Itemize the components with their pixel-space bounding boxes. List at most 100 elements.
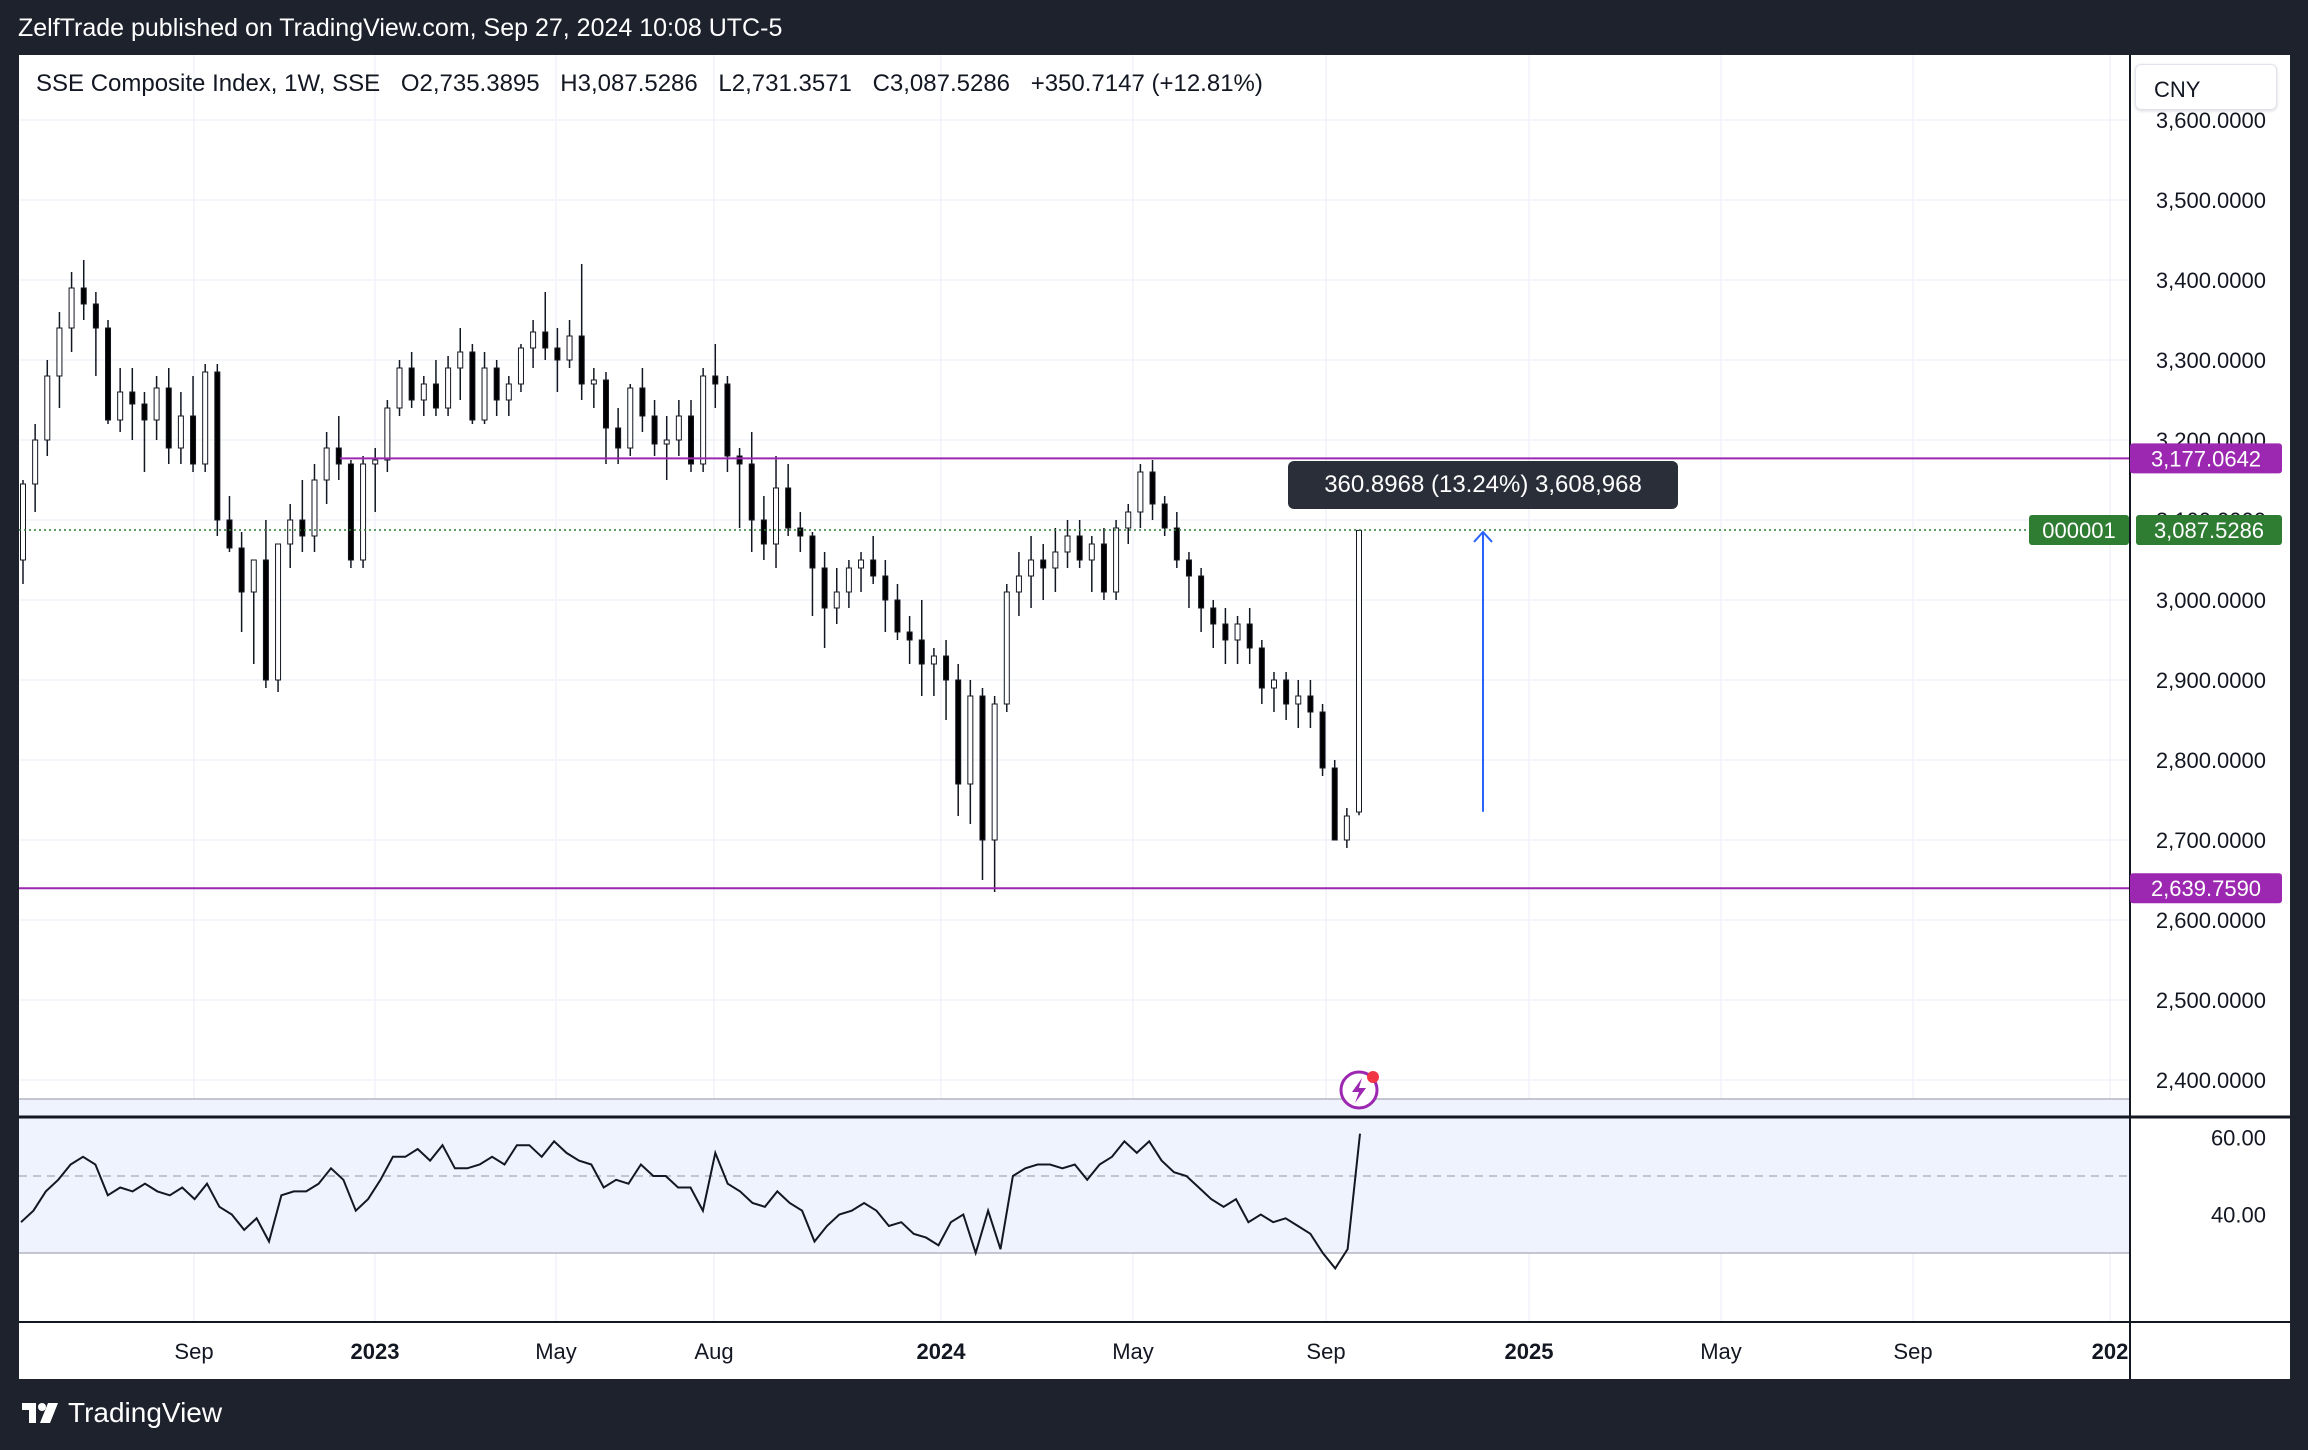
current-price-tag-bg [2136,514,2282,545]
candle-body [1137,471,1144,513]
candle-body [360,463,367,561]
candle-body [1076,535,1083,561]
candle-body [129,391,136,405]
resistance-price-tag: 3,177.0642 [2151,446,2261,471]
candle-body [1295,695,1302,705]
candle-body [92,303,99,329]
time-tick-label: May [535,1339,577,1364]
price-tick-label: 2,500.0000 [2156,988,2266,1013]
price-tick-label: 2,700.0000 [2156,828,2266,853]
candle-body [809,535,816,569]
candle-body [724,383,731,457]
candle-body [663,439,670,445]
candle-body [481,367,488,421]
price-tick-label: 3,600.0000 [2156,108,2266,133]
candle-body [299,519,306,537]
candle-body [821,567,828,609]
candle-body [432,383,439,409]
ohlc-high: H3,087.5286 [560,70,698,97]
candle-body [1234,623,1241,641]
time-tick-label: Sep [1893,1339,1932,1364]
candle-body [1088,543,1095,561]
candle-body [870,559,877,577]
price-tick-label: 2,400.0000 [2156,1068,2266,1093]
resistance-price-tag-bg [2130,443,2282,474]
symbol-name: SSE Composite Index, 1W, SSE [36,70,381,97]
candle-body [517,347,524,385]
candle-body [967,695,974,785]
time-tick-label: May [1700,1339,1742,1364]
candle-body [275,543,282,681]
candle-body [882,575,889,601]
candle-body [906,631,913,641]
candle-body [845,567,852,593]
candle-body [1185,559,1192,577]
candle-body [1210,607,1217,625]
candle-body [1052,551,1059,569]
candle-body [785,487,792,529]
candle-body [1270,679,1277,689]
candle-body [141,403,148,421]
time-tick-label: 202 [2092,1339,2129,1364]
candle-body [930,655,937,665]
tradingview-logo-icon [22,1403,58,1423]
candle-body [955,679,962,785]
horizontal-levels[interactable] [19,457,2130,890]
candle-body [1222,623,1229,641]
ohlc-close: C3,087.5286 [872,70,1011,97]
price-tick-label: 2,900.0000 [2156,668,2266,693]
lightning-icon [1352,1078,1366,1103]
candle-body [748,463,755,521]
candle-body [1003,591,1010,705]
currency-button[interactable]: CNY [2135,64,2277,110]
candle-body [190,415,197,465]
tradingview-logo[interactable]: TradingView [20,1397,222,1429]
notification-dot-icon [1367,1071,1379,1083]
rsi-line [20,1133,1361,1271]
pane-separators [19,55,2290,1379]
candle-body [858,559,865,569]
candle-body [979,695,986,841]
candle-body [1149,471,1156,505]
candle-body [505,383,512,401]
tradingview-brand: TradingView [68,1397,223,1428]
candle-body [1307,695,1314,713]
time-tick-label: May [1112,1339,1154,1364]
candle-body [1198,575,1205,609]
time-tick-label: 2025 [1505,1339,1554,1364]
footer-bar [0,1379,2308,1450]
candle-body [384,407,391,461]
candle-body [712,375,719,385]
candle-body [651,415,658,445]
time-tick-label: Sep [174,1339,213,1364]
rsi-pane[interactable] [19,1098,2130,1271]
candle-body [165,387,172,449]
price-range-tool[interactable] [1473,530,1493,812]
candle-body [1125,511,1132,529]
candle-body [1343,815,1350,841]
candle-body [80,287,87,305]
ohlc-low: L2,731.3571 [718,70,852,97]
candle-body [688,415,694,465]
candle-body [311,479,318,537]
lightning-event-icon[interactable] [1339,1070,1379,1110]
candle-body [918,639,925,665]
candle-body [457,351,464,369]
candle-body [1319,711,1326,769]
candle-body [627,387,634,449]
candle-body [287,519,294,545]
candle-body [1040,559,1047,569]
candle-body [44,375,51,441]
time-axis[interactable]: Sep 2023 May Aug 2024 May Sep 2025 May Sep 202 [174,1339,2128,1364]
symbol-legend[interactable]: SSE Composite Index, 1W, SSE O2,735.3895… [36,70,1277,98]
candle-body [602,379,609,429]
candle-body [153,387,160,421]
price-tick-label: 3,500.0000 [2156,188,2266,213]
candle-body [736,455,743,465]
candlestick-series[interactable] [20,260,1362,892]
price-tick-label: 2,600.0000 [2156,908,2266,933]
price-axis[interactable]: 3,600.0000 3,500.0000 3,400.0000 3,300.0000… [2156,108,2266,1228]
candle-body [1356,529,1362,813]
candle-body [1331,767,1338,841]
